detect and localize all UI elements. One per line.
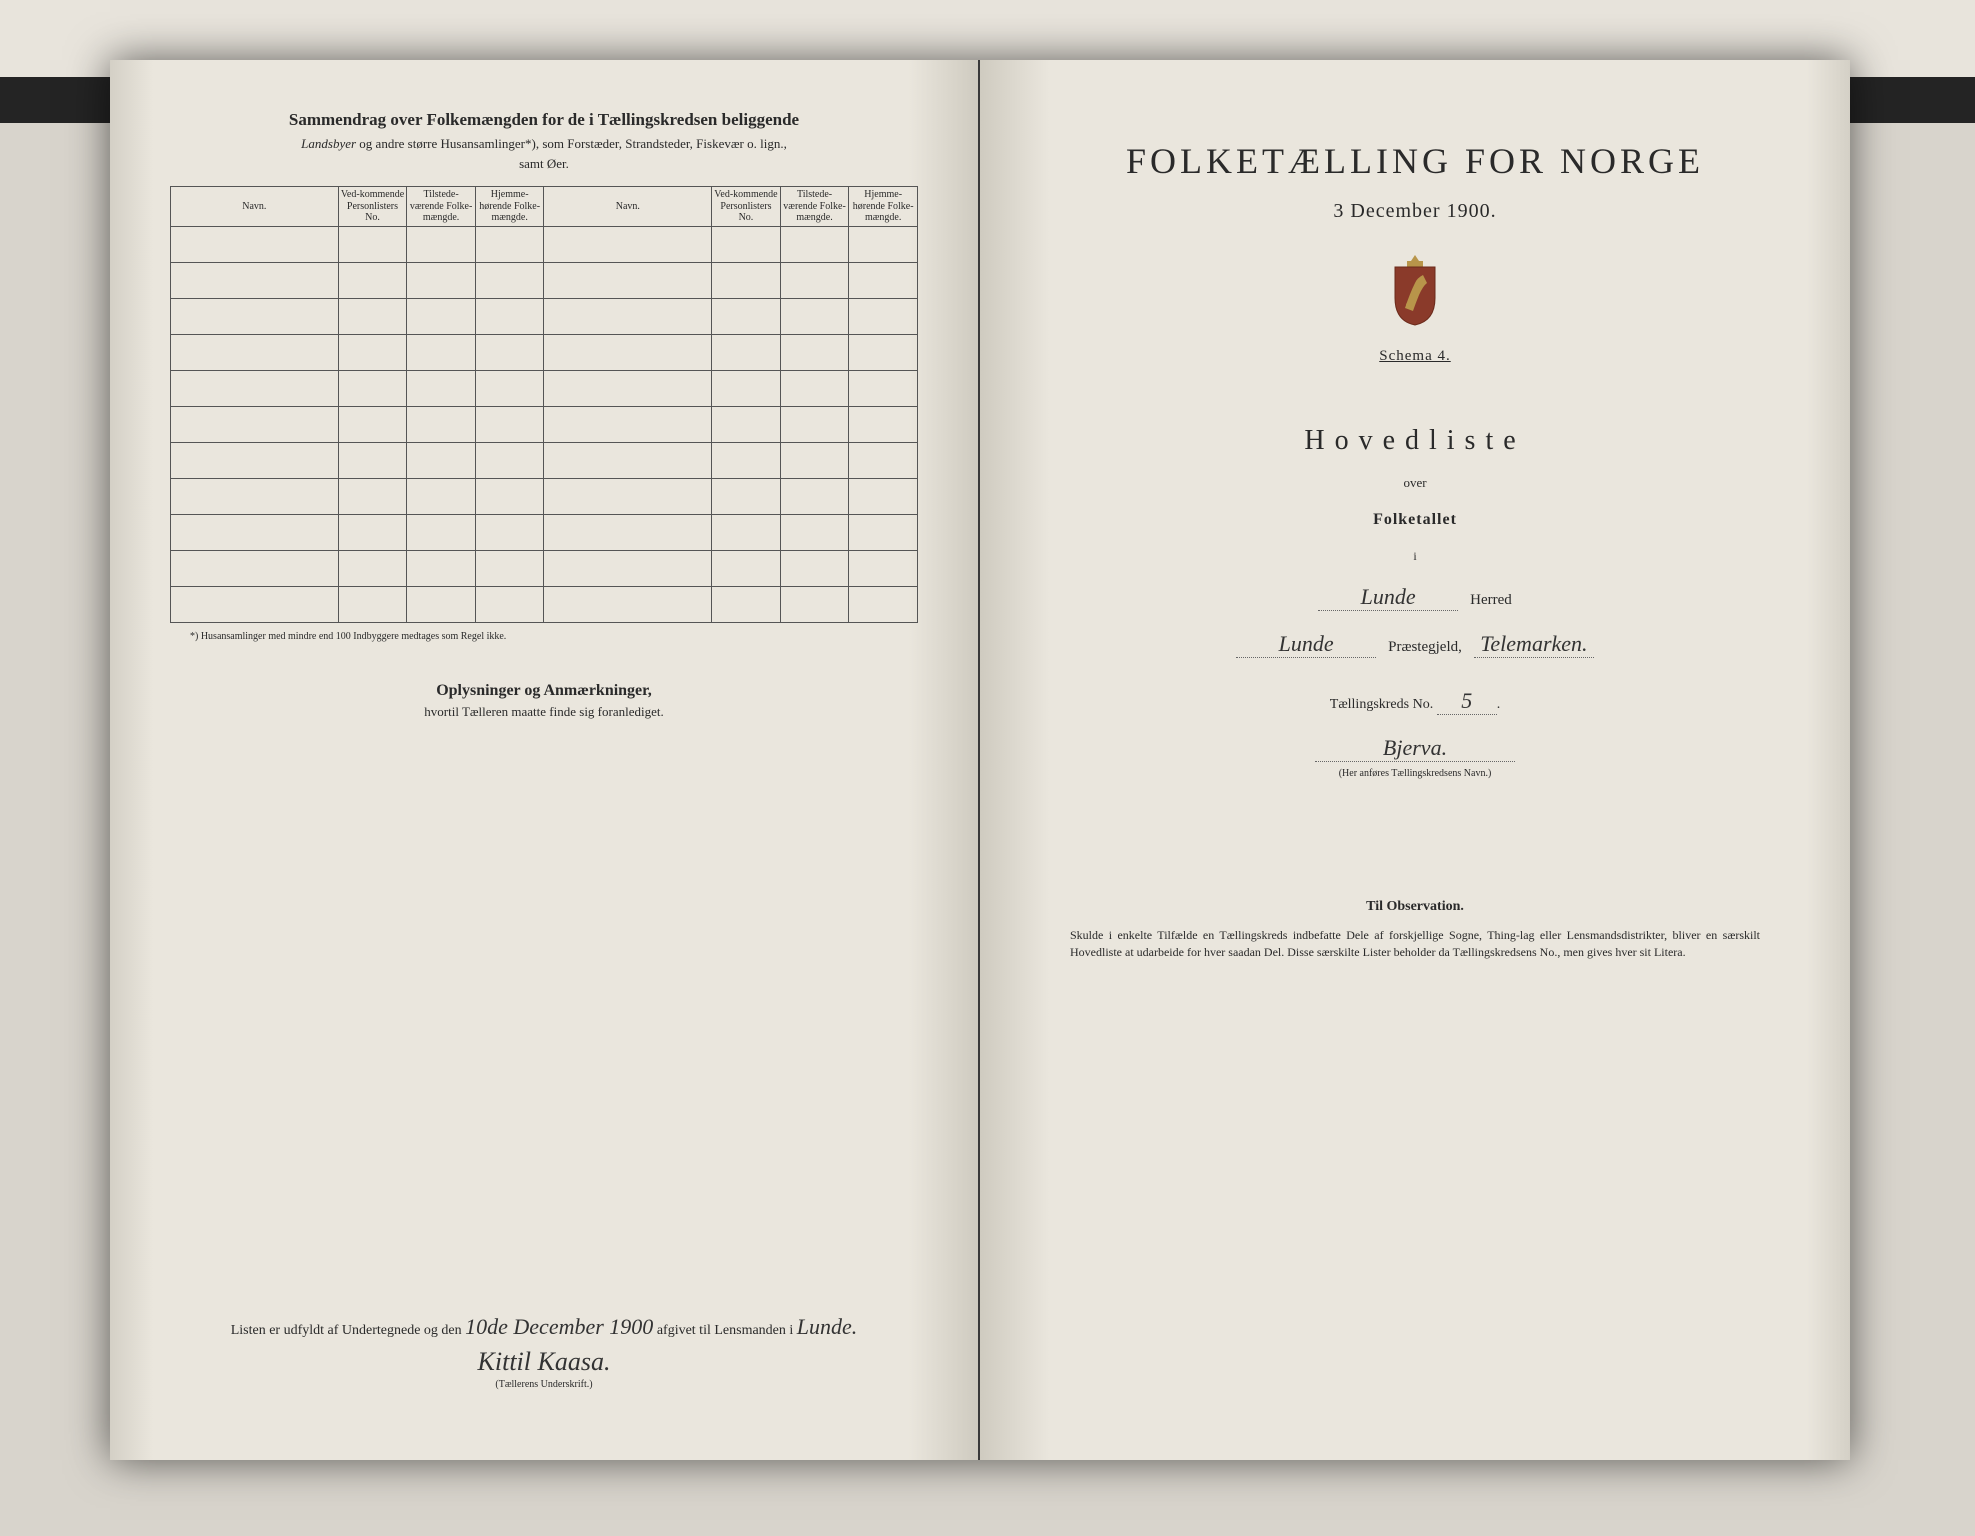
tk-label: Tællingskreds No.: [1330, 697, 1433, 712]
left-subtitle: Landsbyer og andre større Husansamlinger…: [170, 136, 918, 152]
left-sub-rest: og andre større Husansamlinger*), som Fo…: [356, 136, 787, 151]
left-title: Sammendrag over Folkemængden for de i Tæ…: [170, 110, 918, 130]
col-ved-1: Ved-kommende Personlisters No.: [338, 187, 407, 227]
census-date: 3 December 1900.: [1040, 200, 1790, 223]
table-row: [171, 406, 918, 442]
observation-body: Skulde i enkelte Tilfælde en Tællingskre…: [1040, 927, 1790, 962]
herred-value: Lunde: [1318, 584, 1458, 611]
summary-table: Navn. Ved-kommende Personlisters No. Til…: [170, 186, 918, 623]
signature: Kittil Kaasa.: [110, 1347, 978, 1377]
signature-caption: (Tællerens Underskrift.): [110, 1379, 978, 1390]
footnote: *) Husansamlinger med mindre end 100 Ind…: [170, 631, 918, 642]
tk-name: Bjerva.: [1315, 735, 1515, 762]
table-row: [171, 334, 918, 370]
oplys-sub: hvortil Tælleren maatte finde sig foranl…: [170, 704, 918, 720]
main-title: FOLKETÆLLING FOR NORGE: [1040, 140, 1790, 182]
book-spread: Sammendrag over Folkemængden for de i Tæ…: [110, 60, 1850, 1460]
table-row: [171, 226, 918, 262]
amt-value: Telemarken.: [1474, 631, 1594, 658]
table-row: [171, 478, 918, 514]
col-navn-2: Navn.: [544, 187, 712, 227]
coat-of-arms-icon: [1385, 253, 1445, 328]
col-tilst-2: Tilstede-værende Folke-mængde.: [780, 187, 849, 227]
left-subtitle-2: samt Øer.: [170, 156, 918, 172]
tk-name-row: Bjerva.: [1040, 735, 1790, 762]
col-hjem-1: Hjemme-hørende Folke-mængde.: [475, 187, 544, 227]
i-label: i: [1040, 549, 1790, 564]
tk-row: Tællingskreds No. 5.: [1040, 688, 1790, 715]
right-page: FOLKETÆLLING FOR NORGE 3 December 1900. …: [980, 60, 1850, 1460]
table-row: [171, 298, 918, 334]
table-row: [171, 262, 918, 298]
fill-date: 10de December 1900: [465, 1314, 653, 1339]
folketallet-label: Folketallet: [1040, 511, 1790, 529]
fill-prefix: Listen er udfyldt af Undertegnede og den: [231, 1323, 465, 1338]
fill-place: Lunde.: [797, 1314, 858, 1339]
oplys-title: Oplysninger og Anmærkninger,: [170, 682, 918, 700]
table-row: [171, 550, 918, 586]
table-row: [171, 586, 918, 622]
tk-number: 5: [1437, 688, 1497, 715]
schema-label: Schema 4.: [1040, 348, 1790, 365]
signature-block: Kittil Kaasa. (Tællerens Underskrift.): [110, 1347, 978, 1390]
fill-mid: afgivet til Lensmanden i: [657, 1323, 797, 1338]
herred-row: Lunde Herred: [1040, 584, 1790, 611]
col-hjem-2: Hjemme-hørende Folke-mængde.: [849, 187, 918, 227]
col-navn-1: Navn.: [171, 187, 339, 227]
praestegjeld-row: Lunde Præstegjeld, Telemarken.: [1040, 631, 1790, 658]
observation-title: Til Observation.: [1040, 899, 1790, 915]
tk-caption: (Her anføres Tællingskredsens Navn.): [1040, 768, 1790, 779]
table-row: [171, 514, 918, 550]
fill-line: Listen er udfyldt af Undertegnede og den…: [170, 1314, 918, 1340]
praeste-label: Præstegjeld,: [1388, 639, 1462, 656]
table-row: [171, 370, 918, 406]
col-tilst-1: Tilstede-værende Folke-mængde.: [407, 187, 476, 227]
praeste-value: Lunde: [1236, 631, 1376, 658]
summary-tbody: [171, 226, 918, 622]
left-sub-italic: Landsbyer: [301, 136, 356, 151]
left-page: Sammendrag over Folkemængden for de i Tæ…: [110, 60, 980, 1460]
herred-label: Herred: [1470, 592, 1512, 609]
over-label: over: [1040, 475, 1790, 491]
col-ved-2: Ved-kommende Personlisters No.: [712, 187, 781, 227]
table-row: [171, 442, 918, 478]
hovedliste: Hovedliste: [1040, 425, 1790, 457]
